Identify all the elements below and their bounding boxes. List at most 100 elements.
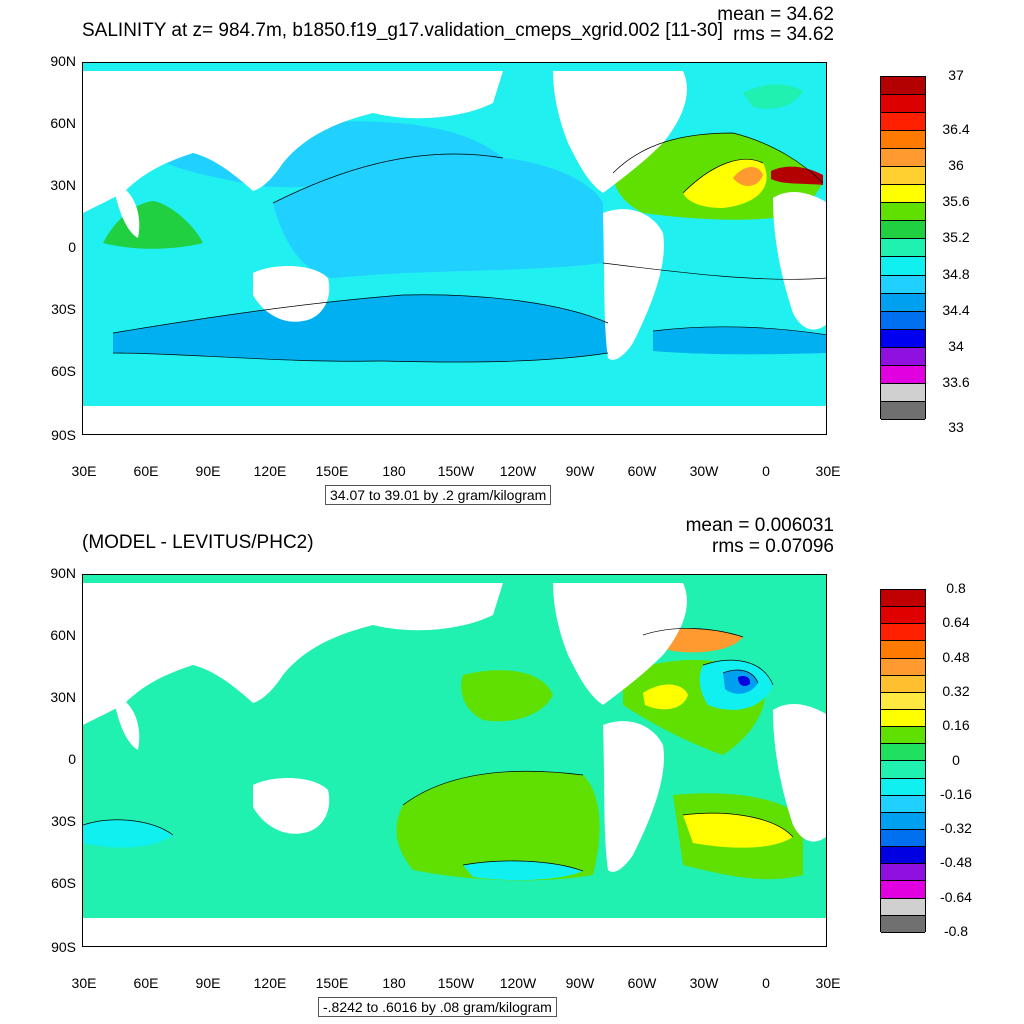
negative-max-region — [738, 675, 751, 686]
lat-label: 30N — [50, 689, 76, 705]
colorbar-cell — [881, 239, 925, 258]
lon-label: 90E — [195, 463, 221, 479]
colorbar-cell — [881, 365, 925, 384]
positive-high-region — [643, 684, 688, 710]
lon-label: 60E — [133, 975, 159, 991]
colorbar-cell — [881, 881, 925, 899]
lon-label: 30E — [815, 975, 841, 991]
contour-line — [272, 153, 504, 204]
colorbar-label: 0.32 — [942, 682, 970, 699]
salinity-map-svg — [83, 63, 826, 434]
contour-line — [112, 352, 609, 363]
colorbar-label: -0.32 — [940, 820, 972, 837]
colorbar-label: 0 — [952, 751, 960, 768]
lon-label: 150E — [315, 463, 349, 479]
colorbar-label: 33.6 — [942, 373, 970, 390]
lon-label: 0 — [762, 463, 770, 479]
lon-label: 90W — [565, 463, 595, 479]
contour-line — [83, 819, 174, 836]
colorbar-label: -0.8 — [943, 923, 969, 939]
rms-stat: rms = 0.07096 — [712, 536, 834, 557]
rms-stat: rms = 34.62 — [733, 24, 834, 45]
colorbar-label: 35.2 — [942, 229, 970, 246]
contour-line — [462, 860, 584, 872]
colorbar-label: 37 — [948, 67, 964, 83]
colorbar-cell — [881, 95, 925, 114]
contour-line — [612, 132, 824, 184]
colorbar-cell — [881, 590, 925, 608]
lat-label: 90S — [51, 427, 76, 443]
colorbar-cell — [881, 113, 925, 132]
india-land — [113, 183, 140, 238]
contour-line — [402, 770, 584, 806]
positive-anomaly-region — [461, 670, 553, 722]
lon-label: 120W — [499, 463, 537, 479]
lon-label: 0 — [762, 975, 770, 991]
lon-label: 60W — [627, 975, 657, 991]
lat-label: 60N — [50, 115, 76, 131]
australia-land — [253, 778, 330, 834]
colorbar — [880, 76, 926, 420]
colorbar-cell — [881, 675, 925, 693]
colorbar-cell — [881, 761, 925, 779]
contour-line — [112, 294, 609, 334]
difference-map — [82, 574, 827, 947]
land-masses — [83, 71, 826, 434]
antarctica-land — [83, 918, 826, 946]
lon-label: 30W — [689, 463, 719, 479]
lat-label: 30S — [51, 301, 76, 317]
positive-high-region — [683, 813, 793, 848]
colorbar-cell — [881, 778, 925, 796]
colorbar-cell — [881, 744, 925, 762]
negative-region — [83, 819, 173, 848]
colorbar-cell — [881, 727, 925, 745]
atlantic-max — [733, 167, 763, 186]
arctic-region — [743, 84, 803, 109]
salinity-panel: SALINITY at z= 984.7m, b1850.f19_g17.val… — [50, 4, 970, 505]
contour-line — [652, 326, 826, 336]
lat-label: 30N — [50, 177, 76, 193]
panel-title: (MODEL - LEVITUS/PHC2) — [82, 532, 314, 553]
lon-label: 120E — [253, 975, 287, 991]
pacific-core-region — [273, 154, 603, 278]
contour-line — [722, 669, 759, 684]
contour-range-note: -.8242 to .6016 by .08 gram/kilogram — [318, 997, 557, 1017]
colorbar-label: 33 — [948, 419, 964, 436]
contour-line — [702, 659, 774, 686]
lon-label: 30E — [71, 975, 97, 991]
colorbar-label: 36.4 — [942, 121, 970, 138]
colorbar-label: 34.4 — [942, 301, 970, 318]
colorbar-label: 0.16 — [942, 717, 970, 734]
colorbar-cell — [881, 401, 925, 420]
colorbar-cell — [881, 658, 925, 676]
lon-label: 150W — [437, 975, 475, 991]
lon-label: 90W — [565, 975, 595, 991]
eurasia-land — [83, 71, 503, 213]
negative-region — [463, 860, 583, 881]
colorbar-cell — [881, 347, 925, 366]
colorbar-cell — [881, 203, 925, 222]
lat-label: 60N — [50, 627, 76, 643]
difference-panel: (MODEL - LEVITUS/PHC2) mean = 0.006031 r… — [0, 512, 1024, 1024]
contour-lines — [83, 628, 794, 872]
colorbar-cell — [881, 131, 925, 150]
north-america-land — [553, 71, 687, 193]
contour-line — [682, 812, 794, 838]
contour-line — [642, 628, 744, 638]
india-land — [113, 695, 140, 750]
colorbar-cell — [881, 293, 925, 312]
colorbar-cell — [881, 607, 925, 625]
colorbar-label: -0.48 — [940, 854, 972, 871]
colorbar-cell — [881, 167, 925, 186]
colorbar-cell — [881, 329, 925, 348]
lon-label: 60E — [133, 463, 159, 479]
contour-lines — [112, 132, 826, 363]
colorbar-cell — [881, 624, 925, 642]
lat-label: 90S — [51, 939, 76, 955]
mean-stat: mean = 34.62 — [717, 4, 834, 25]
lat-label: 0 — [68, 751, 76, 767]
contour-line — [602, 262, 826, 280]
colorbar-cell — [881, 185, 925, 204]
lon-label: 120E — [253, 463, 287, 479]
colorbar-cell — [881, 898, 925, 916]
